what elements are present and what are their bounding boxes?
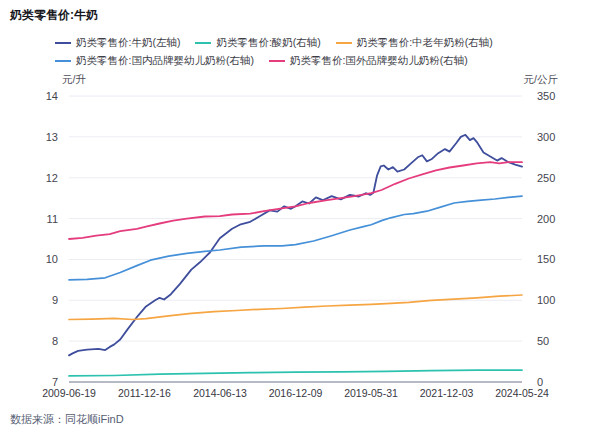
x-axis-tick-label: 2019-05-31 [331,387,411,399]
x-axis-tick-label: 2021-12-03 [407,387,487,399]
x-axis-tick-label: 2014-06-13 [180,387,260,399]
left-axis-tick-label: 9 [0,294,58,306]
series-line [69,370,522,376]
x-axis-tick-label: 2016-12-09 [256,387,336,399]
right-axis-tick-label: 50 [537,335,549,347]
x-axis-tick-label: 2024-05-24 [482,387,562,399]
right-axis-tick-label: 150 [537,253,555,265]
right-axis-tick-label: 250 [537,172,555,184]
series-line [69,196,522,280]
chart-card: 奶类零售价:牛奶 奶类零售价:牛奶(左轴)奶类零售价:酸奶(右轴)奶类零售价:中… [0,0,600,439]
left-axis-tick-label: 14 [0,90,58,102]
x-axis-tick-label: 2011-12-16 [105,387,185,399]
left-axis-tick-label: 8 [0,335,58,347]
left-axis-tick-label: 13 [0,131,58,143]
left-axis-tick-label: 10 [0,253,58,265]
left-axis-tick-label: 11 [0,213,58,225]
right-axis-tick-label: 350 [537,90,555,102]
x-axis-tick-label: 2009-06-19 [29,387,109,399]
right-axis-tick-label: 200 [537,213,555,225]
series-line [69,162,522,239]
right-axis-tick-label: 100 [537,294,555,306]
plot-area [0,0,600,439]
data-source-note: 数据来源：同花顺iFinD [10,412,124,427]
right-axis-tick-label: 300 [537,131,555,143]
left-axis-tick-label: 12 [0,172,58,184]
